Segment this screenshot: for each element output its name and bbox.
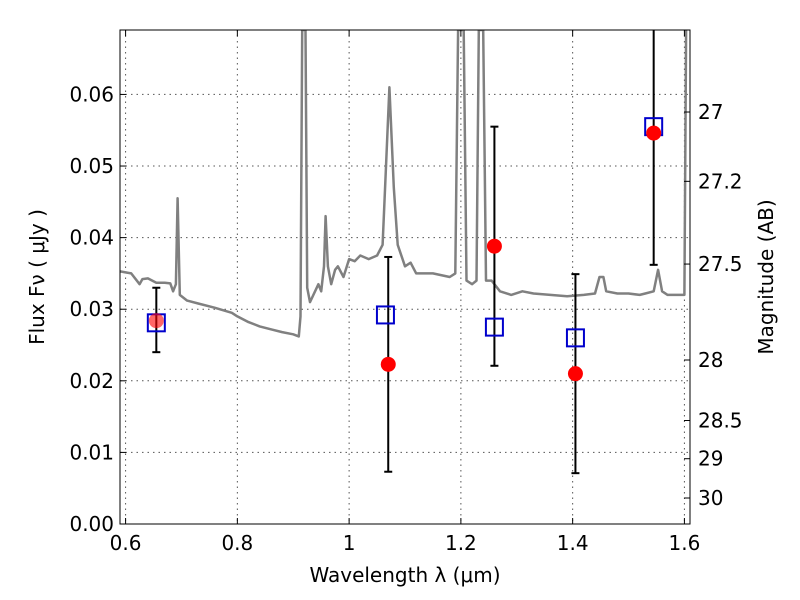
y-tick-label: 0.03 [69, 297, 114, 321]
x-tick-label: 1 [343, 531, 356, 555]
x-tick-label: 0.6 [110, 531, 142, 555]
mag-tick-label: 28.5 [698, 409, 743, 433]
y-tick-label: 0.02 [69, 369, 114, 393]
mag-tick-label: 27 [698, 100, 723, 124]
model-spectrum-line [120, 30, 688, 338]
mag-tick-label: 27.2 [698, 169, 743, 193]
plot-frame [119, 29, 691, 525]
y-tick-label: 0.00 [69, 512, 114, 536]
mag-tick-label: 29 [698, 447, 723, 471]
mag-tick-label: 28 [698, 348, 723, 372]
x-tick-label: 1.4 [557, 531, 589, 555]
model-spectrum [120, 30, 688, 338]
y-axis-label: Flux Fν ( μJy ) [25, 209, 49, 345]
x-axis-label: Wavelength λ (μm) [309, 563, 500, 587]
observed-point [486, 238, 502, 254]
model-point-square [565, 328, 585, 348]
model-point-square [375, 305, 395, 325]
observed-point [380, 356, 396, 372]
observed-point [646, 125, 662, 141]
observed-photometry [148, 125, 662, 382]
x-tick-label: 1.6 [669, 531, 701, 555]
observed-point [567, 366, 583, 382]
y-tick-label: 0.06 [69, 82, 114, 106]
model-point-square [484, 317, 504, 337]
y-tick-label: 0.01 [69, 440, 114, 464]
y-tick-label: 0.05 [69, 154, 114, 178]
plot-background [120, 30, 690, 524]
x-tick-label: 1.2 [445, 531, 477, 555]
x-tick-label: 0.8 [221, 531, 253, 555]
y-tick-label: 0.04 [69, 226, 114, 250]
observed-point [148, 313, 164, 329]
mag-tick-label: 27.5 [698, 252, 743, 276]
axes: 0.6 0.8 1 1.2 1.4 1.6 0.00 0.01 0.02 0.03 0.04 0.05… [69, 30, 743, 555]
right-axis-label: Magnitude (AB) [754, 199, 778, 354]
mag-tick-label: 30 [698, 486, 723, 510]
grid-lines [120, 30, 690, 524]
